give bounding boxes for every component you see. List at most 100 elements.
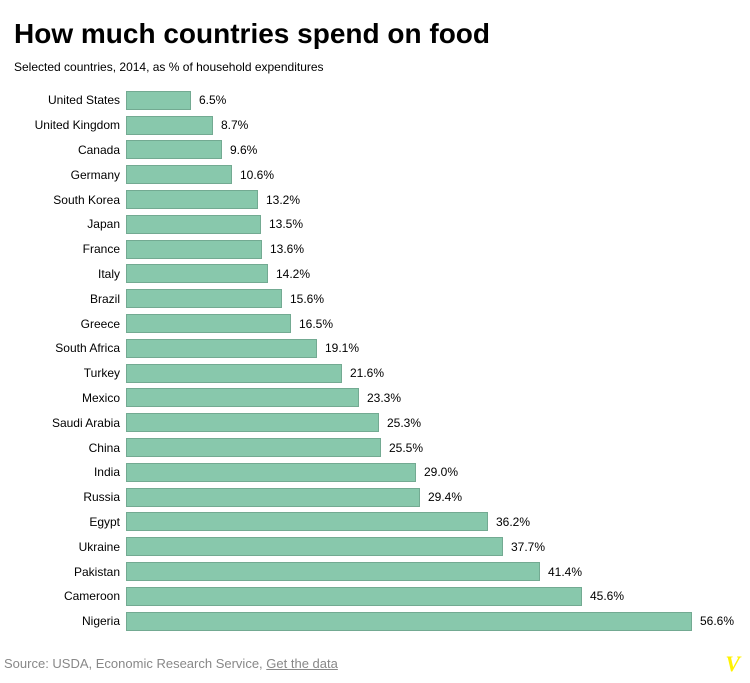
value-label: 56.6% xyxy=(700,614,734,628)
chart-row: Pakistan41.4% xyxy=(14,559,736,584)
country-label: Russia xyxy=(14,490,126,504)
bar xyxy=(126,612,692,631)
chart-row: Italy 14.2% xyxy=(14,262,736,287)
bar-area: 14.2% xyxy=(126,262,736,287)
bar-area: 6.5% xyxy=(126,88,736,113)
value-label: 9.6% xyxy=(230,143,257,157)
country-label: Cameroon xyxy=(14,589,126,603)
bar xyxy=(126,388,359,407)
value-label: 13.6% xyxy=(270,242,304,256)
country-label: Mexico xyxy=(14,391,126,405)
country-label: Egypt xyxy=(14,515,126,529)
country-label: Turkey xyxy=(14,366,126,380)
value-label: 29.4% xyxy=(428,490,462,504)
value-label: 10.6% xyxy=(240,168,274,182)
value-label: 14.2% xyxy=(276,267,310,281)
bar-area: 9.6% xyxy=(126,138,736,163)
bar-area: 13.6% xyxy=(126,237,736,262)
bar-area: 37.7% xyxy=(126,534,736,559)
chart-row: Greece16.5% xyxy=(14,311,736,336)
bar-area: 15.6% xyxy=(126,286,736,311)
bar xyxy=(126,165,232,184)
value-label: 25.3% xyxy=(387,416,421,430)
value-label: 13.2% xyxy=(266,193,300,207)
country-label: Ukraine xyxy=(14,540,126,554)
country-label: Italy xyxy=(14,267,126,281)
bar-area: 56.6% xyxy=(126,609,736,634)
country-label: China xyxy=(14,441,126,455)
chart-subtitle: Selected countries, 2014, as % of househ… xyxy=(14,60,736,74)
value-label: 19.1% xyxy=(325,341,359,355)
value-label: 8.7% xyxy=(221,118,248,132)
country-label: South Africa xyxy=(14,341,126,355)
bar-area: 36.2% xyxy=(126,510,736,535)
chart-row: United States 6.5% xyxy=(14,88,736,113)
chart-row: Brazil15.6% xyxy=(14,286,736,311)
bar xyxy=(126,562,540,581)
bar-area: 13.2% xyxy=(126,187,736,212)
chart-row: South Africa 19.1% xyxy=(14,336,736,361)
value-label: 13.5% xyxy=(269,217,303,231)
bar xyxy=(126,289,282,308)
chart-row: Canada 9.6% xyxy=(14,138,736,163)
country-label: Nigeria xyxy=(14,614,126,628)
bar-area: 45.6% xyxy=(126,584,736,609)
value-label: 21.6% xyxy=(350,366,384,380)
bar xyxy=(126,339,317,358)
country-label: Japan xyxy=(14,217,126,231)
chart-row: China 25.5% xyxy=(14,435,736,460)
bar xyxy=(126,512,488,531)
bar xyxy=(126,140,222,159)
bar-chart: United States6.5%United Kingdom8.7%Canad… xyxy=(14,88,736,634)
bar-area: 23.3% xyxy=(126,386,736,411)
bar xyxy=(126,314,291,333)
chart-row: France 13.6% xyxy=(14,237,736,262)
source-footer: Source: USDA, Economic Research Service,… xyxy=(4,656,338,671)
chart-row: Mexico 23.3% xyxy=(14,386,736,411)
chart-row: South Korea13.2% xyxy=(14,187,736,212)
bar-area: 10.6% xyxy=(126,162,736,187)
bar-area: 29.4% xyxy=(126,485,736,510)
chart-row: Germany 10.6% xyxy=(14,162,736,187)
get-data-link[interactable]: Get the data xyxy=(266,656,338,671)
country-label: France xyxy=(14,242,126,256)
bar xyxy=(126,190,258,209)
country-label: Pakistan xyxy=(14,565,126,579)
bar xyxy=(126,463,416,482)
bar xyxy=(126,116,213,135)
country-label: India xyxy=(14,465,126,479)
bar-area: 25.5% xyxy=(126,435,736,460)
bar-area: 16.5% xyxy=(126,311,736,336)
chart-title: How much countries spend on food xyxy=(14,18,736,50)
country-label: Germany xyxy=(14,168,126,182)
bar xyxy=(126,364,342,383)
value-label: 23.3% xyxy=(367,391,401,405)
source-text: Source: USDA, Economic Research Service, xyxy=(4,656,266,671)
bar xyxy=(126,91,191,110)
value-label: 25.5% xyxy=(389,441,423,455)
bar-area: 29.0% xyxy=(126,460,736,485)
bar xyxy=(126,438,381,457)
country-label: Saudi Arabia xyxy=(14,416,126,430)
value-label: 6.5% xyxy=(199,93,226,107)
chart-row: Russia 29.4% xyxy=(14,485,736,510)
bar-area: 25.3% xyxy=(126,410,736,435)
bar-area: 8.7% xyxy=(126,113,736,138)
chart-row: Egypt36.2% xyxy=(14,510,736,535)
value-label: 45.6% xyxy=(590,589,624,603)
bar xyxy=(126,413,379,432)
bar-area: 41.4% xyxy=(126,559,736,584)
bar-area: 19.1% xyxy=(126,336,736,361)
value-label: 29.0% xyxy=(424,465,458,479)
value-label: 37.7% xyxy=(511,540,545,554)
bar xyxy=(126,215,261,234)
country-label: Canada xyxy=(14,143,126,157)
bar xyxy=(126,488,420,507)
chart-row: India 29.0% xyxy=(14,460,736,485)
bar xyxy=(126,587,582,606)
bar xyxy=(126,264,268,283)
bar xyxy=(126,537,503,556)
chart-row: Cameroon 45.6% xyxy=(14,584,736,609)
country-label: United States xyxy=(14,93,126,107)
chart-row: United Kingdom8.7% xyxy=(14,113,736,138)
